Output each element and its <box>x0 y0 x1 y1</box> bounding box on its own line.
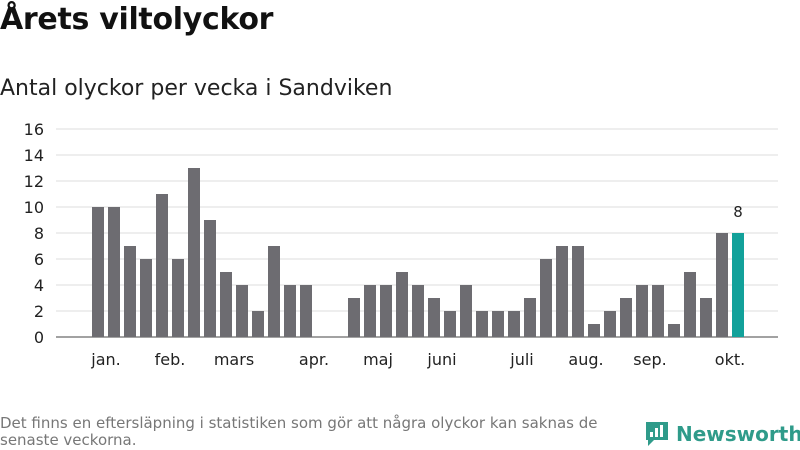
chart-title: Årets viltolyckor <box>0 2 274 37</box>
bar[interactable] <box>444 311 456 337</box>
bar[interactable] <box>604 311 616 337</box>
bar[interactable] <box>124 246 136 337</box>
bar[interactable] <box>556 246 568 337</box>
bar[interactable] <box>620 298 632 337</box>
y-tick-label: 12 <box>24 172 44 191</box>
y-tick-label: 2 <box>34 302 44 321</box>
bar[interactable] <box>572 246 584 337</box>
x-month-label: juni <box>426 350 456 369</box>
y-tick-label: 8 <box>34 224 44 243</box>
chart-subtitle: Antal olyckor per vecka i Sandviken <box>0 76 393 101</box>
bar[interactable] <box>588 324 600 337</box>
bar[interactable] <box>140 259 152 337</box>
bar[interactable] <box>412 285 424 337</box>
bar[interactable] <box>380 285 392 337</box>
bar[interactable] <box>716 233 728 337</box>
x-month-label: feb. <box>155 350 186 369</box>
bar[interactable] <box>300 285 312 337</box>
brand-logo[interactable]: Newsworthy <box>644 419 800 449</box>
y-tick-label: 10 <box>24 198 44 217</box>
bar[interactable] <box>540 259 552 337</box>
y-tick-label: 6 <box>34 250 44 269</box>
bar[interactable] <box>476 311 488 337</box>
x-month-label: okt. <box>715 350 745 369</box>
bar[interactable] <box>92 207 104 337</box>
bar[interactable] <box>108 207 120 337</box>
x-month-label: maj <box>363 350 393 369</box>
y-tick-label: 0 <box>34 328 44 347</box>
x-month-label: jan. <box>90 350 120 369</box>
bar[interactable] <box>508 311 520 337</box>
bar[interactable] <box>348 298 360 337</box>
bar[interactable] <box>524 298 536 337</box>
x-month-label: aug. <box>568 350 603 369</box>
bar[interactable] <box>156 194 168 337</box>
bar[interactable] <box>172 259 184 337</box>
bar[interactable] <box>684 272 696 337</box>
bar[interactable] <box>492 311 504 337</box>
brand-name: Newsworthy <box>676 422 800 446</box>
bar[interactable] <box>188 168 200 337</box>
highlighted-value-label: 8 <box>733 203 743 221</box>
y-tick-label: 16 <box>24 120 44 139</box>
bar[interactable] <box>636 285 648 337</box>
bar[interactable] <box>428 298 440 337</box>
highlighted-bar[interactable] <box>732 233 744 337</box>
x-month-label: mars <box>214 350 254 369</box>
footnote: Det finns en eftersläpning i statistiken… <box>0 414 598 449</box>
bar[interactable] <box>220 272 232 337</box>
bar[interactable] <box>364 285 376 337</box>
bar[interactable] <box>700 298 712 337</box>
bar[interactable] <box>268 246 280 337</box>
x-month-label: juli <box>509 350 533 369</box>
bar[interactable] <box>460 285 472 337</box>
bar[interactable] <box>252 311 264 337</box>
bar[interactable] <box>652 285 664 337</box>
y-tick-label: 14 <box>24 146 44 165</box>
bar[interactable] <box>204 220 216 337</box>
x-month-label: apr. <box>299 350 329 369</box>
x-month-label: sep. <box>633 350 666 369</box>
bar[interactable] <box>668 324 680 337</box>
bar[interactable] <box>284 285 296 337</box>
y-tick-label: 4 <box>34 276 44 295</box>
bar[interactable] <box>396 272 408 337</box>
bar[interactable] <box>236 285 248 337</box>
newsworthy-logo-icon <box>646 422 668 446</box>
